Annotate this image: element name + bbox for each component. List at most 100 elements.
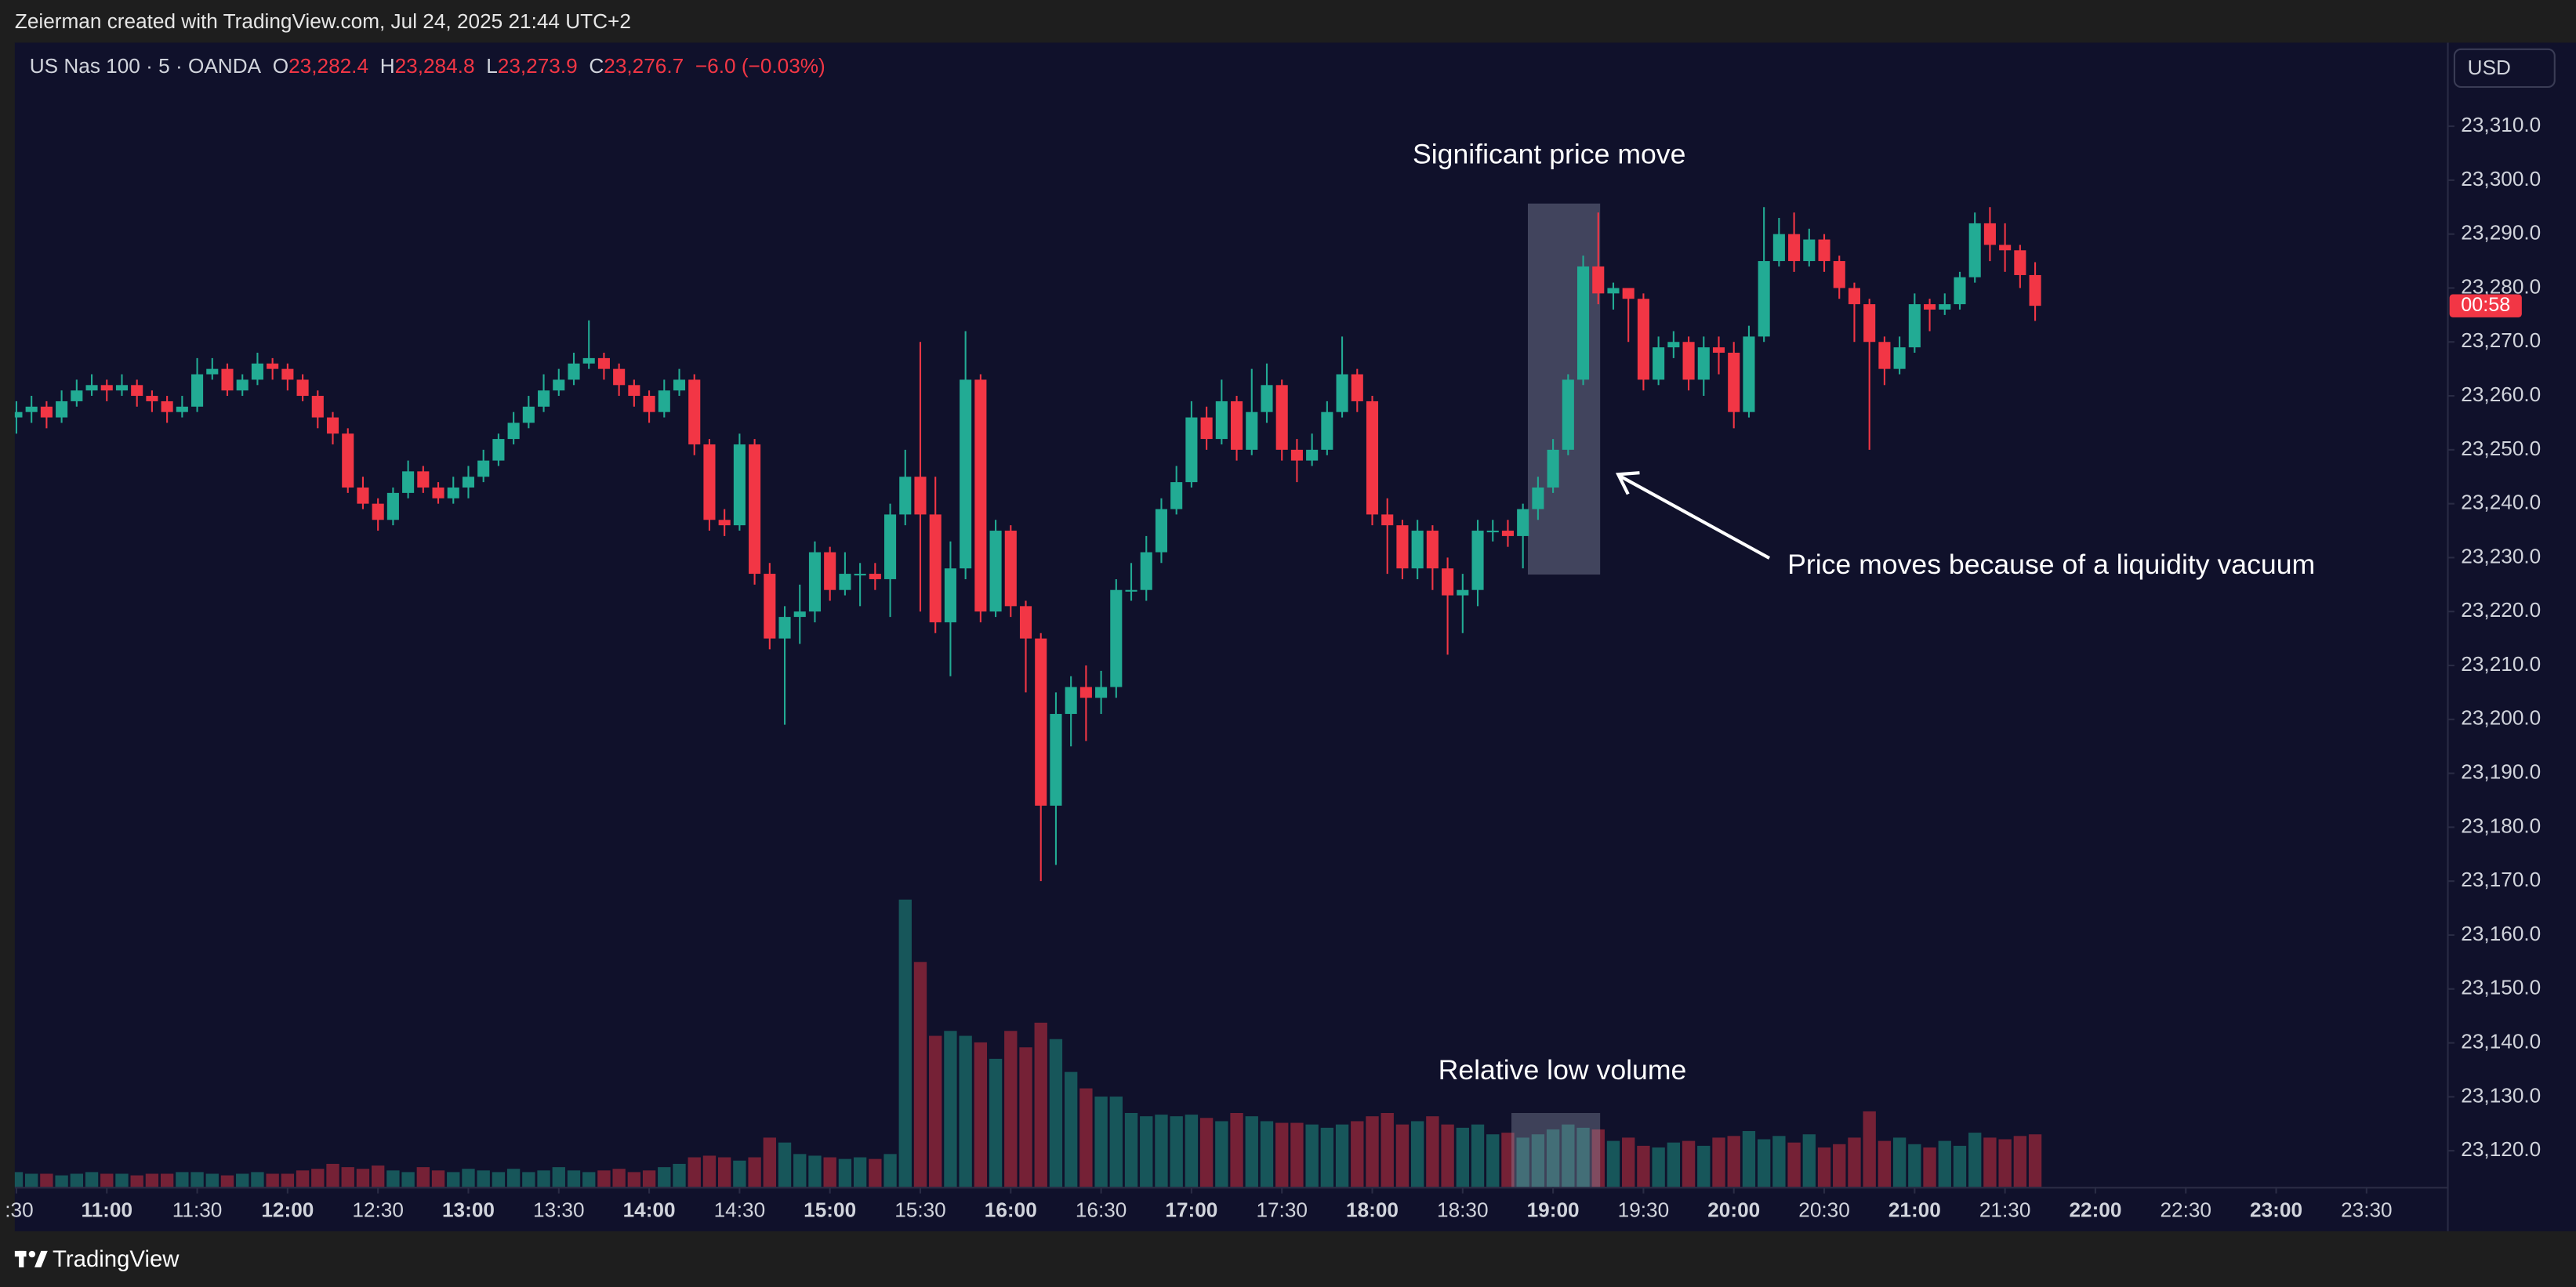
candle-body <box>1758 261 1770 337</box>
candle-body <box>357 487 369 504</box>
x-tick-label: 22:00 <box>2069 1198 2121 1222</box>
candle-body <box>1833 261 1845 288</box>
volume-bar <box>356 1169 370 1187</box>
volume-bar <box>537 1170 550 1187</box>
c-label: C <box>589 54 604 78</box>
candle-body <box>1954 277 1966 305</box>
y-tick-label: 23,140.0 <box>2461 1029 2541 1053</box>
volume-bar <box>838 1158 852 1187</box>
volume-bar <box>1968 1133 1982 1187</box>
candle-body <box>1426 531 1439 569</box>
volume-bar <box>1426 1116 1439 1187</box>
x-tick-label: 17:00 <box>1165 1198 1217 1222</box>
volume-bar <box>853 1157 867 1187</box>
volume-bar <box>1998 1139 2012 1187</box>
axes: 23,120.0 23,130.0 23,140.0 23,150.0 23,160.0… <box>5 113 2541 1222</box>
volume-bar <box>462 1169 475 1187</box>
candle-body <box>447 487 459 498</box>
volume-bar <box>1938 1140 1951 1187</box>
volume-bar <box>1155 1115 1168 1187</box>
volume-bar <box>522 1172 535 1187</box>
volume-bar <box>160 1173 174 1187</box>
volume-bar <box>25 1173 38 1187</box>
volume-bar <box>1260 1121 1274 1187</box>
volume-bar <box>793 1154 807 1187</box>
c-value: 23,276.7 <box>604 54 684 78</box>
volume-bar <box>1471 1124 1485 1187</box>
candle-body <box>462 477 475 488</box>
countdown: 00:58 <box>2461 294 2510 316</box>
candle-body <box>597 357 610 369</box>
candle-body <box>1155 509 1168 553</box>
x-tick-label: 20:00 <box>1707 1198 1760 1222</box>
candle-body <box>914 477 927 515</box>
candle-body <box>1336 374 1348 412</box>
candle-body <box>1637 299 1649 380</box>
y-tick-label: 23,120.0 <box>2461 1137 2541 1161</box>
candle-body <box>1622 288 1634 299</box>
candle-body <box>944 568 956 622</box>
candle-body <box>538 390 550 407</box>
volume-bar <box>1817 1147 1831 1187</box>
y-tick-label: 23,300.0 <box>2461 167 2541 190</box>
x-tick-label: 16:30 <box>1076 1198 1127 1222</box>
volume-bar <box>1486 1134 1500 1187</box>
candle-body <box>1231 401 1243 450</box>
candle-body <box>1803 239 1816 262</box>
volume-bar <box>1305 1124 1319 1187</box>
volume-bar <box>205 1173 219 1187</box>
volume-highlight <box>1511 1112 1601 1187</box>
volume-bar <box>989 1058 1003 1187</box>
candle-body <box>1185 417 1198 483</box>
volume-bar <box>1622 1137 1635 1187</box>
volume-bar <box>401 1172 415 1187</box>
volume-bar <box>1712 1137 1725 1187</box>
h-value: 23,284.8 <box>395 54 475 78</box>
candle-body <box>1471 531 1484 590</box>
volume-bar <box>597 1170 611 1187</box>
currency[interactable]: USD <box>2468 56 2511 79</box>
volume-bar <box>1124 1112 1138 1187</box>
volume-bar <box>823 1157 836 1187</box>
candle-body <box>1381 514 1394 526</box>
candle-body <box>1728 353 1740 412</box>
currency-button[interactable] <box>2453 48 2556 89</box>
volume-bar <box>1531 1134 1545 1187</box>
volume-bar <box>733 1160 746 1187</box>
candle-body <box>1697 347 1710 380</box>
candle-body <box>884 514 897 579</box>
volume-bar <box>552 1167 565 1187</box>
candle-body <box>1290 449 1303 461</box>
candle-body <box>1004 531 1017 607</box>
candle-body <box>1788 234 1801 262</box>
candle-body <box>1924 304 1936 310</box>
volume-bar <box>431 1170 445 1187</box>
candle-body <box>1050 713 1062 806</box>
volume-bar <box>1652 1147 1665 1187</box>
volume-bar <box>1727 1136 1740 1187</box>
volume-bar <box>251 1172 264 1187</box>
y-tick-label: 23,170.0 <box>2461 868 2541 891</box>
volume-bar <box>1878 1140 1892 1187</box>
candle-body <box>1110 589 1123 687</box>
annotation: Significant price move <box>1413 138 1685 169</box>
volume-bar <box>1275 1122 1289 1187</box>
candle-body <box>929 514 942 622</box>
candle-body <box>1562 379 1574 450</box>
candle-body <box>899 477 912 515</box>
volume-bar <box>627 1172 641 1187</box>
x-tick-label: 12:00 <box>261 1198 314 1222</box>
candle-body <box>40 406 53 418</box>
candle-body <box>417 471 430 488</box>
y-tick-label: 23,250.0 <box>2461 437 2541 460</box>
volume-bar <box>85 1172 99 1187</box>
candle-body <box>1095 687 1108 698</box>
candle-body <box>1501 531 1515 536</box>
volume-bar <box>1923 1147 1936 1187</box>
volume-bar <box>190 1172 204 1187</box>
volume-bar <box>1079 1088 1093 1187</box>
x-tick-label: 16:00 <box>985 1198 1037 1222</box>
x-tick-label: 15:00 <box>804 1198 856 1222</box>
volume-bar <box>974 1042 988 1187</box>
